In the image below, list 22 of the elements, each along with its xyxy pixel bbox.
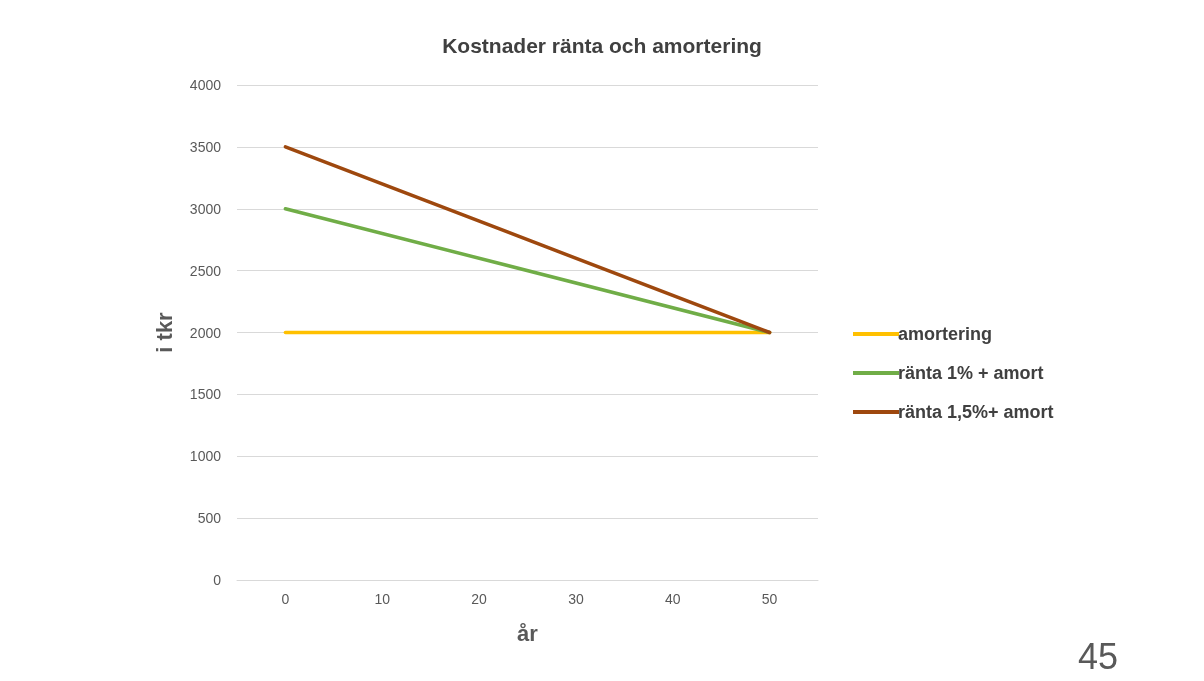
chart-title: Kostnader ränta och amortering xyxy=(442,34,762,57)
y-tick-label: 1500 xyxy=(189,386,222,403)
x-tick-label: 0 xyxy=(281,591,290,607)
text: 45 xyxy=(1078,636,1119,678)
y-tick-label: 3500 xyxy=(189,138,222,155)
x-axis-title: år xyxy=(517,620,539,646)
x-tick-label: 10 xyxy=(374,591,391,607)
legend-label: ränta 1,5%+ amort xyxy=(898,402,1054,422)
x-tick-label: 40 xyxy=(664,591,681,607)
y-tick-label: 4000 xyxy=(189,77,222,93)
legend-label: amortering xyxy=(898,324,993,344)
y-tick-label: 2000 xyxy=(189,324,222,341)
y-tick-label: 2500 xyxy=(189,262,222,279)
legend-label: ränta 1% + amort xyxy=(898,363,1044,383)
y-tick-label: 1000 xyxy=(189,448,222,465)
x-tick-label: 50 xyxy=(761,591,778,607)
x-tick-label: 20 xyxy=(471,591,488,607)
y-tick-label: 0 xyxy=(213,572,222,588)
y-axis-title: i tkr xyxy=(151,311,177,353)
y-tick-label: 3000 xyxy=(189,200,222,217)
y-tick-label: 500 xyxy=(197,510,222,527)
x-tick-label: 30 xyxy=(568,591,584,607)
